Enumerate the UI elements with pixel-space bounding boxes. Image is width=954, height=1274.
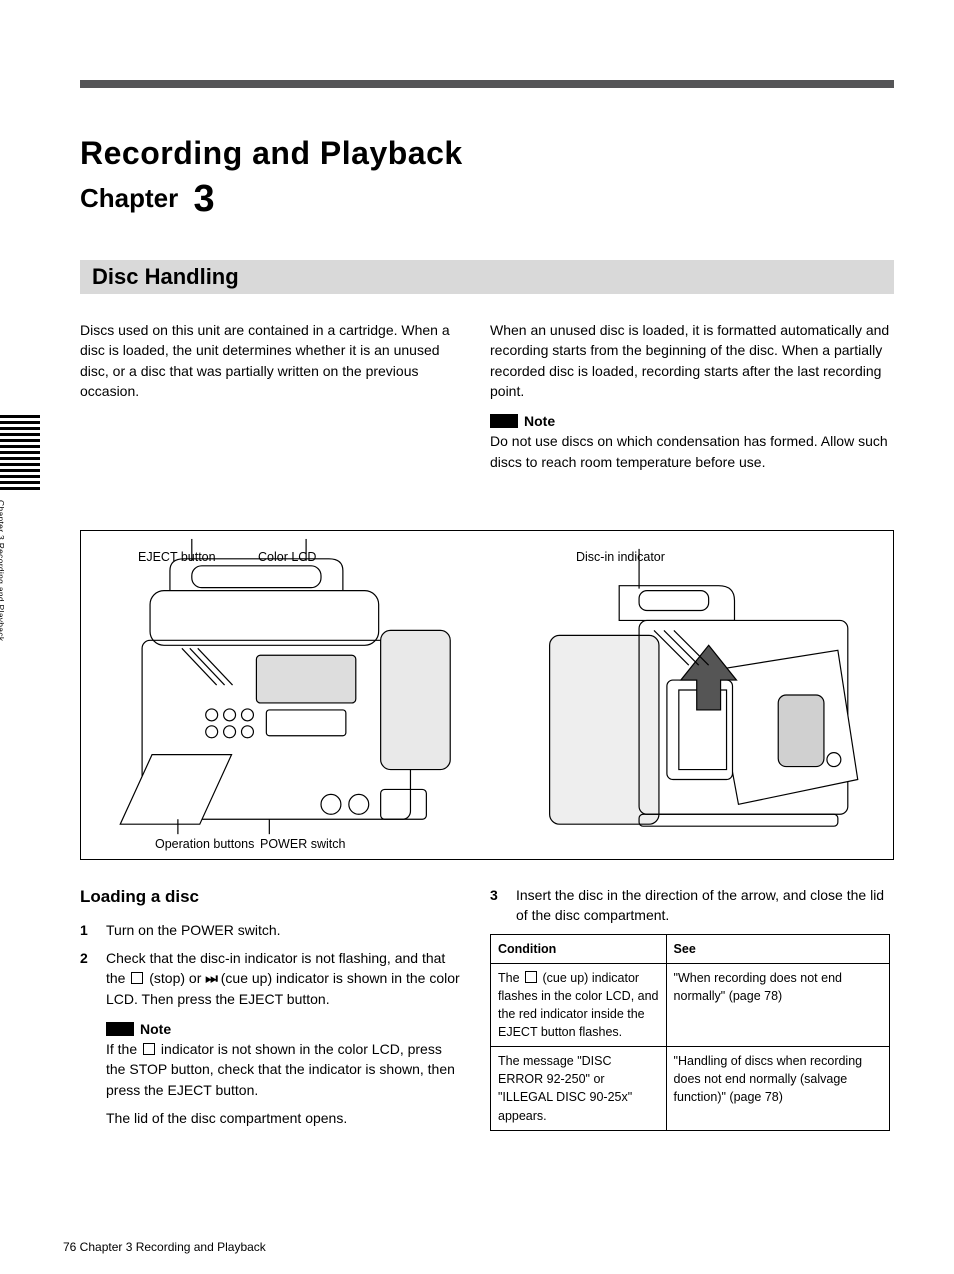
side-tab — [0, 415, 40, 493]
loading-heading: Loading a disc — [80, 885, 460, 910]
steps-list: 1 Turn on the POWER switch. 2 Check that… — [80, 920, 460, 1009]
step1-num: 1 — [80, 920, 98, 940]
table-row: The message "DISC ERROR 92-250" or "ILLE… — [491, 1047, 890, 1131]
table-header-row: Condition See — [491, 934, 890, 963]
intro-right: When an unused disc is loaded, it is for… — [490, 320, 890, 472]
chapter-line: Chapter 3 — [80, 180, 241, 218]
intro-left: Discs used on this unit are contained in… — [80, 320, 460, 401]
step3-text: Insert the disc in the direction of the … — [516, 885, 890, 926]
r1c1: The (cue up) indicator flashes in the co… — [491, 963, 667, 1047]
page-footer: 76 Chapter 3 Recording and Playback — [63, 1239, 266, 1256]
label-power: POWER switch — [260, 835, 345, 853]
step2-num: 2 — [80, 948, 98, 1009]
step1-text: Turn on the POWER switch. — [106, 920, 281, 940]
ref-table: Condition See The (cue up) indicator fla… — [490, 934, 890, 1131]
s2b: (stop) or — [145, 970, 205, 986]
th-see: See — [666, 934, 889, 963]
table-row: The (cue up) indicator flashes in the co… — [491, 963, 890, 1047]
stop-icon — [131, 972, 143, 984]
intro-para-1: Discs used on this unit are contained in… — [80, 320, 460, 401]
chapter-word: Chapter — [80, 183, 178, 213]
th-condition: Condition — [491, 934, 667, 963]
step-1: 1 Turn on the POWER switch. — [80, 920, 460, 940]
note-chip-icon — [490, 414, 518, 428]
label-lcd: Color LCD — [258, 548, 316, 566]
chapter-digit: 3 — [193, 186, 241, 216]
cue-icon: ⏭ — [205, 970, 217, 986]
note-label: Note — [524, 411, 555, 431]
note-body: Do not use discs on which condensation h… — [490, 431, 890, 472]
top-rule — [80, 80, 894, 88]
cue-box-icon — [525, 971, 537, 983]
step2-tail: The lid of the disc compartment opens. — [106, 1108, 460, 1128]
step-note-body: If the indicator is not shown in the col… — [106, 1039, 460, 1100]
step-3: 3 Insert the disc in the direction of th… — [490, 885, 890, 926]
step-2: 2 Check that the disc-in indicator is no… — [80, 948, 460, 1009]
note-chip2-icon — [106, 1022, 134, 1036]
r2c1: The message "DISC ERROR 92-250" or "ILLE… — [491, 1047, 667, 1131]
step2-text: Check that the disc-in indicator is not … — [106, 948, 460, 1009]
label-eject: EJECT button — [138, 548, 216, 566]
section-heading: Disc Handling — [80, 260, 894, 294]
col-right: 3 Insert the disc in the direction of th… — [490, 885, 890, 1131]
step3-num: 3 — [490, 885, 508, 926]
r2c2: "Handling of discs when recording does n… — [666, 1047, 889, 1131]
col-left: Loading a disc 1 Turn on the POWER switc… — [80, 885, 460, 1128]
side-caption: Chapter 3 Recording and Playback — [0, 500, 7, 641]
note-head: Note — [490, 411, 890, 431]
steps-list-right: 3 Insert the disc in the direction of th… — [490, 885, 890, 926]
figure-svg — [81, 531, 893, 859]
figure — [80, 530, 894, 860]
r1c1a: The — [498, 971, 523, 985]
step-note-head: Note — [106, 1019, 460, 1039]
chapter-title: Recording and Playback — [80, 130, 463, 176]
intro-para-2: When an unused disc is loaded, it is for… — [490, 320, 890, 401]
label-ops: Operation buttons — [155, 835, 254, 853]
step-note-label: Note — [140, 1019, 171, 1039]
stop-icon-2 — [143, 1043, 155, 1055]
r1c2: "When recording does not end normally" (… — [666, 963, 889, 1047]
label-discin: Disc-in indicator — [576, 548, 665, 566]
